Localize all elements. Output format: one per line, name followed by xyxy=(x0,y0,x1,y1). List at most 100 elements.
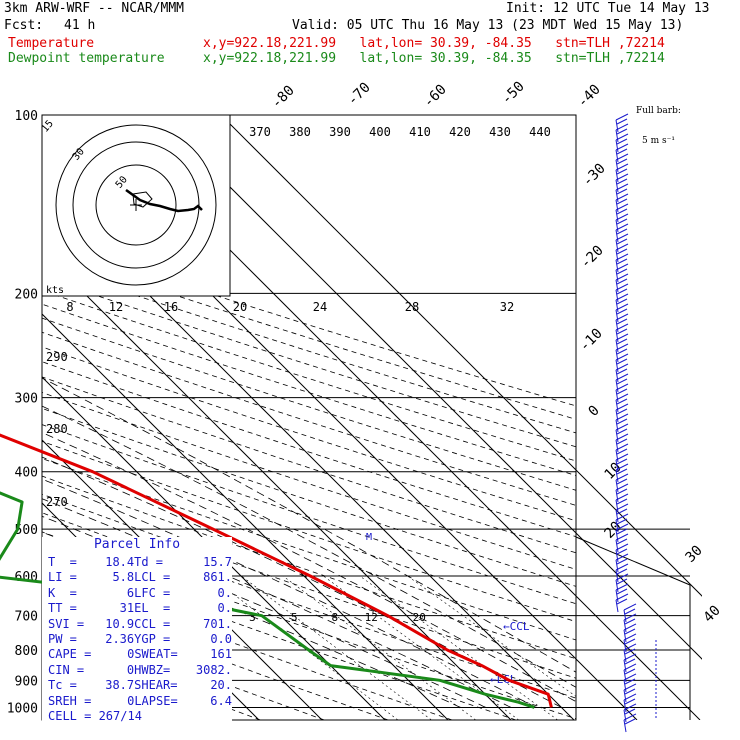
parcel-v1: 10.9 xyxy=(105,616,135,631)
mixing-ratio-line xyxy=(282,575,476,720)
mixing-ratio-line xyxy=(323,575,519,720)
parcel-row: SVI = 10.9 CCL = 701. xyxy=(42,617,232,632)
wind-barb-flag xyxy=(615,263,629,271)
dry-adiabat xyxy=(42,331,576,506)
valid-time: Valid: 05 UTC Thu 16 May 13 (23 MDT Wed … xyxy=(292,18,684,33)
parcel-k1: SVI = xyxy=(48,616,85,631)
pressure-label: 300 xyxy=(15,392,38,407)
parcel-k2: LFC = xyxy=(134,585,171,600)
wind-barb-flag xyxy=(615,433,629,441)
wind-barb xyxy=(615,279,619,293)
parcel-v1: 38.7 xyxy=(105,678,135,693)
wind-barb-flag xyxy=(615,183,629,191)
dry-adiabat xyxy=(42,317,576,491)
wind-barb-flag xyxy=(616,278,628,285)
hodograph-units: kts xyxy=(46,285,64,296)
wind-barb-flag xyxy=(624,708,636,715)
parcel-k1: TT = xyxy=(48,601,77,616)
hodograph-trace xyxy=(125,188,203,213)
wind-barb-flag xyxy=(616,308,628,315)
pressure-label: 500 xyxy=(15,523,38,538)
parcel-v2: 20. xyxy=(210,678,232,693)
wind-barb xyxy=(623,699,627,713)
wind-barb xyxy=(615,579,619,593)
barb-note-line-2: 5 m s⁻¹ xyxy=(642,136,675,146)
wind-barb-flag xyxy=(616,438,628,445)
pressure-label: 700 xyxy=(15,610,38,625)
wind-barb xyxy=(615,549,619,563)
wind-barb xyxy=(615,139,619,153)
wind-barb-flag xyxy=(616,418,628,425)
wind-barb-flag xyxy=(615,313,629,321)
parcel-v1: 0 xyxy=(126,662,135,677)
wind-barb-flag xyxy=(616,218,628,225)
theta-label: 430 xyxy=(489,125,511,139)
wind-barbs xyxy=(615,113,657,733)
wind-barb-flag xyxy=(615,153,629,161)
wind-barb-flag xyxy=(616,248,628,255)
wind-barb-flag xyxy=(623,643,637,651)
parcel-v1: 2.36 xyxy=(105,632,135,647)
wind-barb xyxy=(615,459,619,473)
wind-barb-flag xyxy=(623,713,637,721)
parcel-row: SREH = 0 LAPSE= 6.4 xyxy=(42,694,232,709)
wind-barb-flag xyxy=(615,383,629,391)
wind-barb xyxy=(615,299,619,313)
wind-barb-flag xyxy=(615,443,629,451)
wind-barb xyxy=(615,569,619,583)
wind-barb xyxy=(615,499,619,513)
wind-barb xyxy=(615,129,619,143)
isotherm-line xyxy=(42,250,512,720)
barb-note: Full barb: 5 m s⁻¹ xyxy=(636,86,681,166)
wind-barb xyxy=(615,409,619,423)
parcel-k2: EL = xyxy=(134,601,171,616)
mixing-ratio-label: 5 xyxy=(291,611,298,624)
parcel-row: CAPE = 0 SWEAT= 161 xyxy=(42,647,232,662)
wind-barb-flag xyxy=(615,523,629,531)
wind-barb-flag xyxy=(616,548,628,555)
parcel-v1: 6 xyxy=(126,585,135,600)
mixing-ratio-line xyxy=(359,575,558,720)
wind-barb-flag xyxy=(616,448,628,455)
wind-barb xyxy=(615,119,619,133)
wind-barb-flag xyxy=(615,403,629,411)
wind-barb-flag xyxy=(615,293,629,301)
parcel-row: T = 18.4 Td = 15.7 xyxy=(42,555,232,570)
wind-barb xyxy=(615,159,619,173)
wind-barb-flag xyxy=(615,223,629,231)
wind-barb-flag xyxy=(616,338,628,345)
temperature-legend: Temperature xyxy=(8,36,95,51)
wind-barb-flag xyxy=(615,213,629,221)
wind-barb-flag xyxy=(616,478,628,485)
init-time: Init: 12 UTC Tue 14 May 13 xyxy=(506,1,710,16)
wind-barb-flag xyxy=(615,233,629,241)
isotherm-line xyxy=(157,115,702,660)
parcel-row: PW = 2.36 YGP = 0.0 xyxy=(42,632,232,647)
parcel-row: TT = 31 EL = 0. xyxy=(42,601,232,616)
parcel-k1: CIN = xyxy=(48,662,85,677)
parcel-k1: T = xyxy=(48,555,77,569)
wind-barb-flag xyxy=(615,393,629,401)
wind-barb xyxy=(615,519,619,533)
wind-barb xyxy=(615,439,619,453)
wind-barb-flag xyxy=(623,603,637,611)
isotherm-label: 0 xyxy=(586,403,603,420)
parcel-k2: Td = xyxy=(134,555,164,569)
temperature-profile xyxy=(0,433,553,708)
wind-barb-flag xyxy=(615,193,629,201)
forecast-hour: 41 h xyxy=(64,18,96,33)
speed-scale-label: 20 xyxy=(233,300,247,314)
parcel-v2: 6.4 xyxy=(210,693,232,708)
wind-barb xyxy=(615,239,619,253)
theta-label: 390 xyxy=(329,125,351,139)
wind-barb-flag xyxy=(615,343,629,351)
parcel-k2: SWEAT= xyxy=(134,647,178,662)
parcel-v1: 0 xyxy=(127,647,135,662)
theta-label: 380 xyxy=(289,125,311,139)
dry-adiabat xyxy=(42,263,576,434)
parcel-v1: 31 xyxy=(119,601,135,616)
wind-barb xyxy=(615,179,619,193)
wind-barb-flag xyxy=(616,368,628,375)
wind-barb-flag xyxy=(616,318,628,325)
